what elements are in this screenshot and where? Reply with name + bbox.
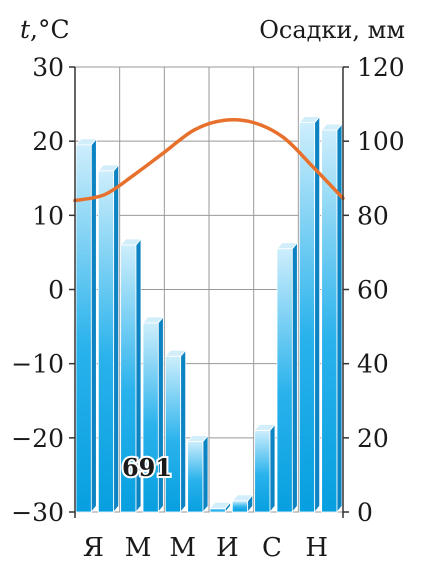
axes <box>69 66 349 518</box>
bar-9 <box>276 241 299 514</box>
temperature-line <box>73 118 345 203</box>
annotation-label: 691 <box>122 453 172 482</box>
bar-top-10 <box>298 116 321 124</box>
temperature-curve <box>73 118 345 203</box>
right-tick-label-1: 100 <box>357 127 405 156</box>
right-tick-label-2: 80 <box>357 201 389 230</box>
left-tick-label-5: −20 <box>11 424 64 453</box>
bar-top-1 <box>97 164 120 172</box>
bar-5 <box>186 434 209 514</box>
bar-4 <box>164 349 187 514</box>
left-axis-title-rest: ,°C <box>30 15 70 44</box>
bar-side-1 <box>113 163 120 514</box>
bar-top-5 <box>186 435 209 442</box>
bar-front-5 <box>187 441 204 513</box>
bar-front-3 <box>142 322 159 513</box>
left-axis-title-italic: t <box>20 15 31 44</box>
right-tick-label-4: 40 <box>357 350 389 379</box>
bar-side-3 <box>157 315 164 514</box>
bar-side-10 <box>314 115 321 514</box>
bar-front-6 <box>209 507 226 513</box>
bar-3 <box>142 315 165 514</box>
bar-side-8 <box>269 423 276 514</box>
left-axis-title: t,°C <box>20 15 70 44</box>
left-tick-label-3: 0 <box>48 276 64 305</box>
left-tick-label-0: 30 <box>32 53 64 82</box>
left-tick-label-2: 10 <box>32 201 64 230</box>
bar-front-8 <box>254 430 271 513</box>
bar-6 <box>209 501 232 514</box>
bar-top-3 <box>142 316 165 324</box>
x-tick-label-8: С <box>262 533 282 563</box>
bar-1 <box>97 163 120 514</box>
bar-top-6 <box>209 501 232 509</box>
bar-top-7 <box>231 494 254 502</box>
bar-top-11 <box>320 123 343 131</box>
right-axis-title: Осадки, мм <box>259 16 405 44</box>
right-tick-label-0: 120 <box>357 53 405 82</box>
bar-side-11 <box>336 122 343 514</box>
precipitation-bars <box>75 115 343 514</box>
bar-front-7 <box>231 500 249 513</box>
bar-0 <box>75 137 98 514</box>
left-tick-label-4: −10 <box>11 350 64 379</box>
right-tick-label-6: 0 <box>357 498 373 527</box>
bar-side-4 <box>180 349 187 514</box>
bar-top-4 <box>164 349 187 357</box>
bar-side-5 <box>202 434 209 514</box>
x-tick-label-0: Я <box>83 533 104 563</box>
bar-top-9 <box>276 242 299 250</box>
bar-top-8 <box>253 424 276 431</box>
bar-top-2 <box>119 238 142 246</box>
right-tick-label-5: 20 <box>357 424 389 453</box>
bar-side-0 <box>90 137 97 514</box>
bar-2 <box>119 237 142 514</box>
left-tick-label-6: −30 <box>11 498 64 527</box>
bar-front-9 <box>276 248 293 513</box>
x-tick-label-4: М <box>169 533 196 563</box>
x-tick-label-10: Н <box>305 533 328 563</box>
bar-front-10 <box>298 122 316 513</box>
right-tick-labels: 120 100 80 60 40 20 0 <box>357 53 405 527</box>
bar-front-1 <box>97 170 115 513</box>
bar-8 <box>253 423 276 514</box>
left-tick-label-1: 20 <box>32 127 64 156</box>
bar-10 <box>298 115 321 514</box>
bar-11 <box>320 122 343 514</box>
bar-side-9 <box>291 241 298 514</box>
bar-top-0 <box>75 138 98 146</box>
x-tick-label-2: М <box>125 533 152 563</box>
bar-front-4 <box>164 355 182 513</box>
bar-7 <box>231 493 254 514</box>
left-tick-labels: 30 20 10 0 −10 −20 −30 <box>11 53 64 527</box>
x-tick-label-6: И <box>216 533 239 563</box>
right-tick-label-3: 60 <box>357 276 389 305</box>
